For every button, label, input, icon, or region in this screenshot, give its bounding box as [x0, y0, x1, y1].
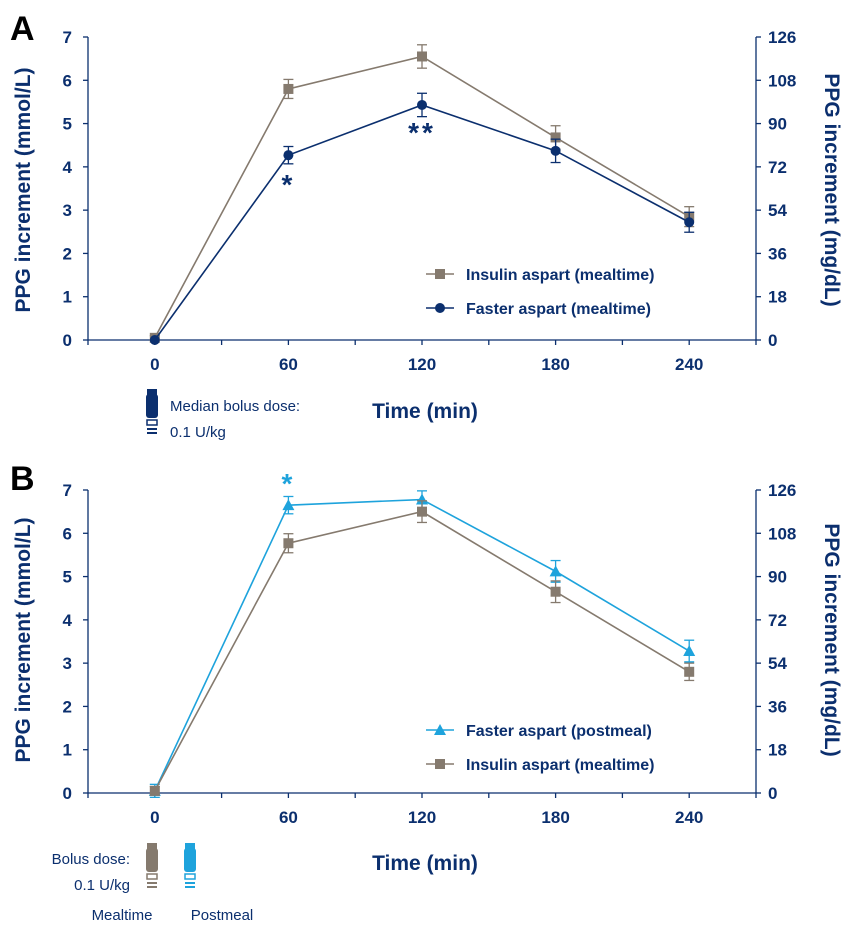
dose-note-line2: 0.1 U/kg: [170, 424, 226, 441]
x-tick-label: 60: [279, 808, 298, 827]
legend-label: Insulin aspart (mealtime): [466, 267, 655, 284]
x-tick-label: 240: [675, 355, 703, 374]
y-tick-label: 5: [63, 115, 72, 134]
square-marker: [417, 51, 427, 62]
y-tick-label-right: 0: [768, 331, 777, 350]
y-tick-label-right: 72: [768, 611, 787, 630]
y-tick-label-right: 90: [768, 568, 787, 587]
y-tick-label-right: 18: [768, 741, 787, 760]
panel-a-ylabel-right: PPG increment (mg/dL): [820, 73, 843, 306]
y-tick-label-right: 54: [768, 201, 787, 220]
y-tick-label-right: 18: [768, 288, 787, 307]
legend-label: Insulin aspart (mealtime): [466, 757, 655, 774]
panel-b-xlabel: Time (min): [372, 852, 478, 875]
square-marker: [417, 506, 427, 517]
postmeal-pen-icon: [184, 843, 196, 888]
x-tick-label: 240: [675, 808, 703, 827]
square-marker: [435, 269, 445, 279]
panel-b-dose-note: Bolus dose: 0.1 U/kg Mealtime Postmeal: [52, 843, 254, 924]
significance-star: *: [281, 169, 295, 200]
panel-a-chart: Time (min) PPG increment (mmol/L) PPG in…: [12, 28, 843, 423]
circle-marker: [417, 99, 427, 110]
square-marker: [550, 132, 561, 143]
dose-note-line1: Median bolus dose:: [170, 398, 300, 415]
significance-star: **: [408, 117, 436, 148]
x-tick-label: 0: [150, 808, 159, 827]
series-line: [154, 510, 690, 792]
y-tick-label: 4: [63, 158, 73, 177]
y-tick-label: 2: [63, 244, 72, 263]
y-tick-label-right: 54: [768, 654, 787, 673]
panel-b-letter: B: [10, 460, 35, 498]
x-tick-label: 0: [150, 355, 159, 374]
y-tick-label: 3: [63, 201, 72, 220]
y-tick-label: 6: [63, 524, 72, 543]
square-marker: [149, 785, 160, 796]
mealtime-pen-icon: [146, 389, 158, 434]
triangle-marker: [416, 493, 428, 505]
circle-marker: [550, 145, 561, 156]
y-tick-label-right: 36: [768, 697, 787, 716]
triangle-marker: [434, 724, 446, 735]
legend-label: Faster aspart (mealtime): [466, 301, 651, 318]
dose-note-line1: Bolus dose:: [52, 851, 130, 868]
square-marker: [283, 83, 294, 94]
dose-note-line2: 0.1 U/kg: [74, 877, 130, 894]
y-tick-label: 1: [63, 288, 72, 307]
panel-b-ylabel: PPG increment (mmol/L): [12, 517, 35, 762]
y-tick-label-right: 108: [768, 524, 796, 543]
x-tick-label: 180: [541, 355, 569, 374]
triangle-marker: [549, 565, 562, 577]
x-tick-label: 120: [408, 808, 436, 827]
circle-marker: [684, 217, 695, 228]
y-tick-label-right: 126: [768, 28, 796, 47]
circle-marker: [149, 335, 160, 345]
panel-a-dose-note: Median bolus dose: 0.1 U/kg: [146, 389, 300, 441]
y-tick-label: 0: [63, 331, 72, 350]
mealtime-label: Mealtime: [92, 907, 153, 924]
y-tick-label-right: 90: [768, 115, 787, 134]
square-marker: [283, 538, 294, 549]
y-tick-label: 7: [63, 28, 72, 47]
x-tick-label: 120: [408, 355, 436, 374]
y-tick-label-right: 126: [768, 481, 796, 500]
y-tick-label: 6: [63, 71, 72, 90]
triangle-marker: [683, 645, 696, 657]
panel-b-chart: Time (min) PPG increment (mmol/L) PPG in…: [12, 468, 843, 875]
y-tick-label: 5: [63, 568, 72, 587]
y-tick-label: 2: [63, 697, 72, 716]
triangle-marker: [282, 499, 295, 511]
panel-a-ylabel: PPG increment (mmol/L): [12, 67, 35, 312]
square-marker: [684, 666, 695, 677]
circle-marker: [435, 303, 445, 313]
y-tick-label-right: 72: [768, 158, 787, 177]
y-tick-label-right: 0: [768, 784, 777, 803]
significance-star: *: [281, 468, 295, 499]
y-tick-label-right: 108: [768, 71, 796, 90]
panel-b-ylabel-right: PPG increment (mg/dL): [820, 523, 843, 756]
x-tick-label: 180: [541, 808, 569, 827]
y-tick-label: 0: [63, 784, 72, 803]
y-tick-label-right: 36: [768, 244, 787, 263]
legend-label: Faster aspart (postmeal): [466, 723, 652, 740]
series-line: [154, 498, 690, 792]
y-tick-label: 1: [63, 741, 72, 760]
panel-a-xlabel: Time (min): [372, 400, 478, 423]
y-tick-label: 7: [63, 481, 72, 500]
y-tick-label: 4: [63, 611, 73, 630]
panel-a-letter: A: [10, 10, 35, 48]
square-marker: [550, 586, 561, 597]
circle-marker: [283, 150, 294, 161]
postmeal-label: Postmeal: [191, 907, 254, 924]
y-tick-label: 3: [63, 654, 72, 673]
square-marker: [435, 759, 445, 769]
x-tick-label: 60: [279, 355, 298, 374]
mealtime-pen-icon: [146, 843, 158, 888]
